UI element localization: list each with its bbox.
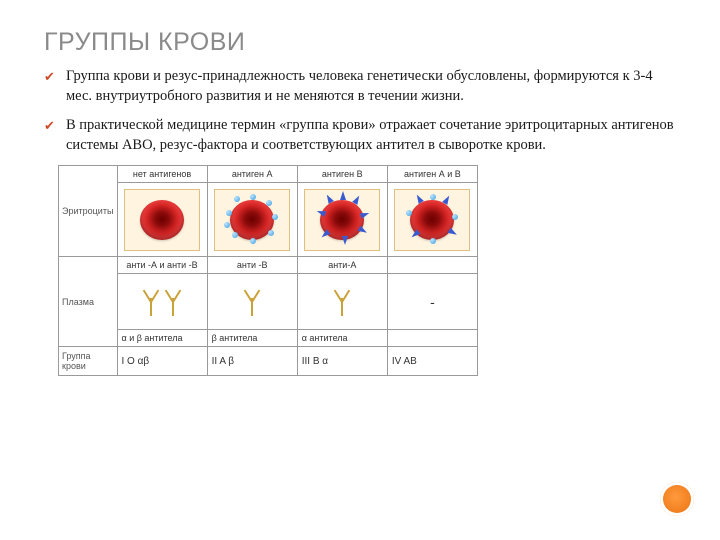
rbc-cell	[297, 183, 387, 257]
rbc-cell	[387, 183, 477, 257]
group-cell: IV AB	[387, 347, 477, 376]
rbc-illustration	[394, 189, 470, 251]
antibody-illustration	[300, 281, 385, 323]
blood-groups-table: Эритроциты нет антигенов антиген А антиг…	[58, 165, 478, 376]
antibody-illustration	[210, 281, 295, 323]
antibody-label	[387, 330, 477, 347]
antibody-label: α антитела	[297, 330, 387, 347]
table-row: α и β антитела β антитела α антитела	[59, 330, 478, 347]
bullet-list: Группа крови и резус-принадлежность чело…	[44, 67, 676, 155]
table-row: Группа крови I O αβ II A β III B α IV AB	[59, 347, 478, 376]
antibody-head: анти-А	[297, 257, 387, 274]
accent-circle-icon	[660, 482, 694, 516]
antibody-cell	[207, 274, 297, 330]
rbc-illustration	[304, 189, 380, 251]
slide: ГРУППЫ КРОВИ Группа крови и резус-принад…	[0, 0, 720, 540]
group-cell: I O αβ	[117, 347, 207, 376]
rbc-illustration	[124, 189, 200, 251]
row-label-group: Группа крови	[59, 347, 118, 376]
bullet-item: В практической медицине термин «группа к…	[44, 116, 676, 155]
rbc-cell	[207, 183, 297, 257]
row-label-erythrocytes: Эритроциты	[59, 166, 118, 257]
antibody-cell	[297, 274, 387, 330]
antibody-label: α и β антитела	[117, 330, 207, 347]
table: Эритроциты нет антигенов антиген А антиг…	[58, 165, 478, 376]
antibody-cell: -	[387, 274, 477, 330]
bullet-item: Группа крови и резус-принадлежность чело…	[44, 67, 676, 106]
antibody-cell	[117, 274, 207, 330]
antibody-head: анти -А и анти -В	[117, 257, 207, 274]
antibody-illustration	[120, 281, 205, 323]
group-cell: II A β	[207, 347, 297, 376]
rbc-cell	[117, 183, 207, 257]
rbc-illustration	[214, 189, 290, 251]
antigen-label: антиген В	[297, 166, 387, 183]
table-row: Плазма анти -А и анти -В анти -В анти-А	[59, 257, 478, 274]
antigen-label: антиген А и В	[387, 166, 477, 183]
antibody-label: β антитела	[207, 330, 297, 347]
antibody-head: анти -В	[207, 257, 297, 274]
table-row: -	[59, 274, 478, 330]
slide-title: ГРУППЫ КРОВИ	[44, 28, 676, 57]
antibody-head	[387, 257, 477, 274]
table-row: Эритроциты нет антигенов антиген А антиг…	[59, 166, 478, 183]
antigen-label: антиген А	[207, 166, 297, 183]
table-row	[59, 183, 478, 257]
group-cell: III B α	[297, 347, 387, 376]
row-label-plasma: Плазма	[59, 257, 118, 347]
antigen-label: нет антигенов	[117, 166, 207, 183]
